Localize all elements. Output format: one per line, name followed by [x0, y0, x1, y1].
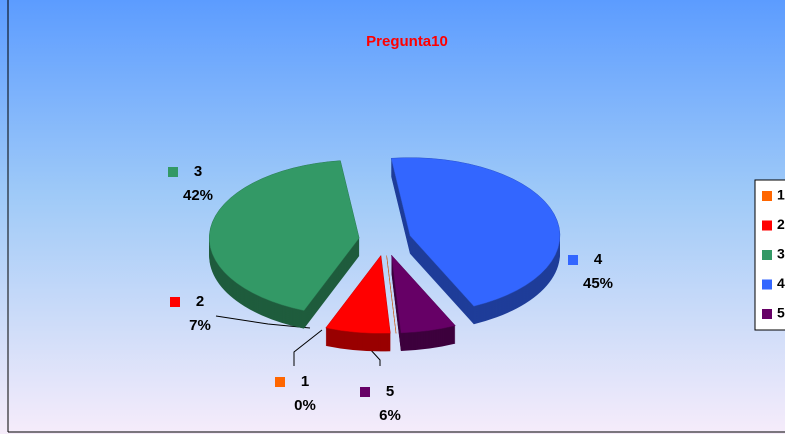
- legend-swatch: [762, 309, 772, 319]
- data-label: 0%: [294, 397, 316, 414]
- slice: [386, 255, 397, 334]
- legend-swatch: [762, 220, 772, 231]
- legend-label: 5: [777, 305, 785, 321]
- legend-label: 4: [777, 275, 785, 291]
- chart-title: Pregunta10: [366, 33, 448, 50]
- data-label-name: 3: [194, 163, 202, 180]
- legend-label: 1: [777, 187, 785, 203]
- leader-line: [293, 329, 323, 366]
- slice: [209, 160, 360, 311]
- label-swatch: [170, 297, 180, 307]
- data-label: 6%: [379, 407, 401, 424]
- data-label: 7%: [189, 317, 211, 334]
- legend-swatch: [762, 191, 772, 201]
- label-swatch: [275, 377, 285, 387]
- slice: [391, 254, 456, 334]
- slice: [390, 157, 561, 307]
- legend-swatch: [762, 250, 772, 260]
- data-label-name: 1: [301, 373, 309, 390]
- data-label: 45%: [583, 275, 613, 292]
- data-label-name: 4: [594, 251, 603, 268]
- slice: [325, 254, 391, 334]
- label-swatch: [168, 167, 178, 177]
- label-swatch: [360, 387, 370, 397]
- data-label: 42%: [183, 187, 213, 204]
- label-swatch: [568, 255, 578, 265]
- legend-label: 3: [777, 246, 785, 262]
- legend-swatch: [762, 279, 772, 290]
- data-label-name: 2: [196, 293, 204, 310]
- data-label-name: 5: [386, 383, 394, 400]
- legend-label: 2: [777, 216, 785, 232]
